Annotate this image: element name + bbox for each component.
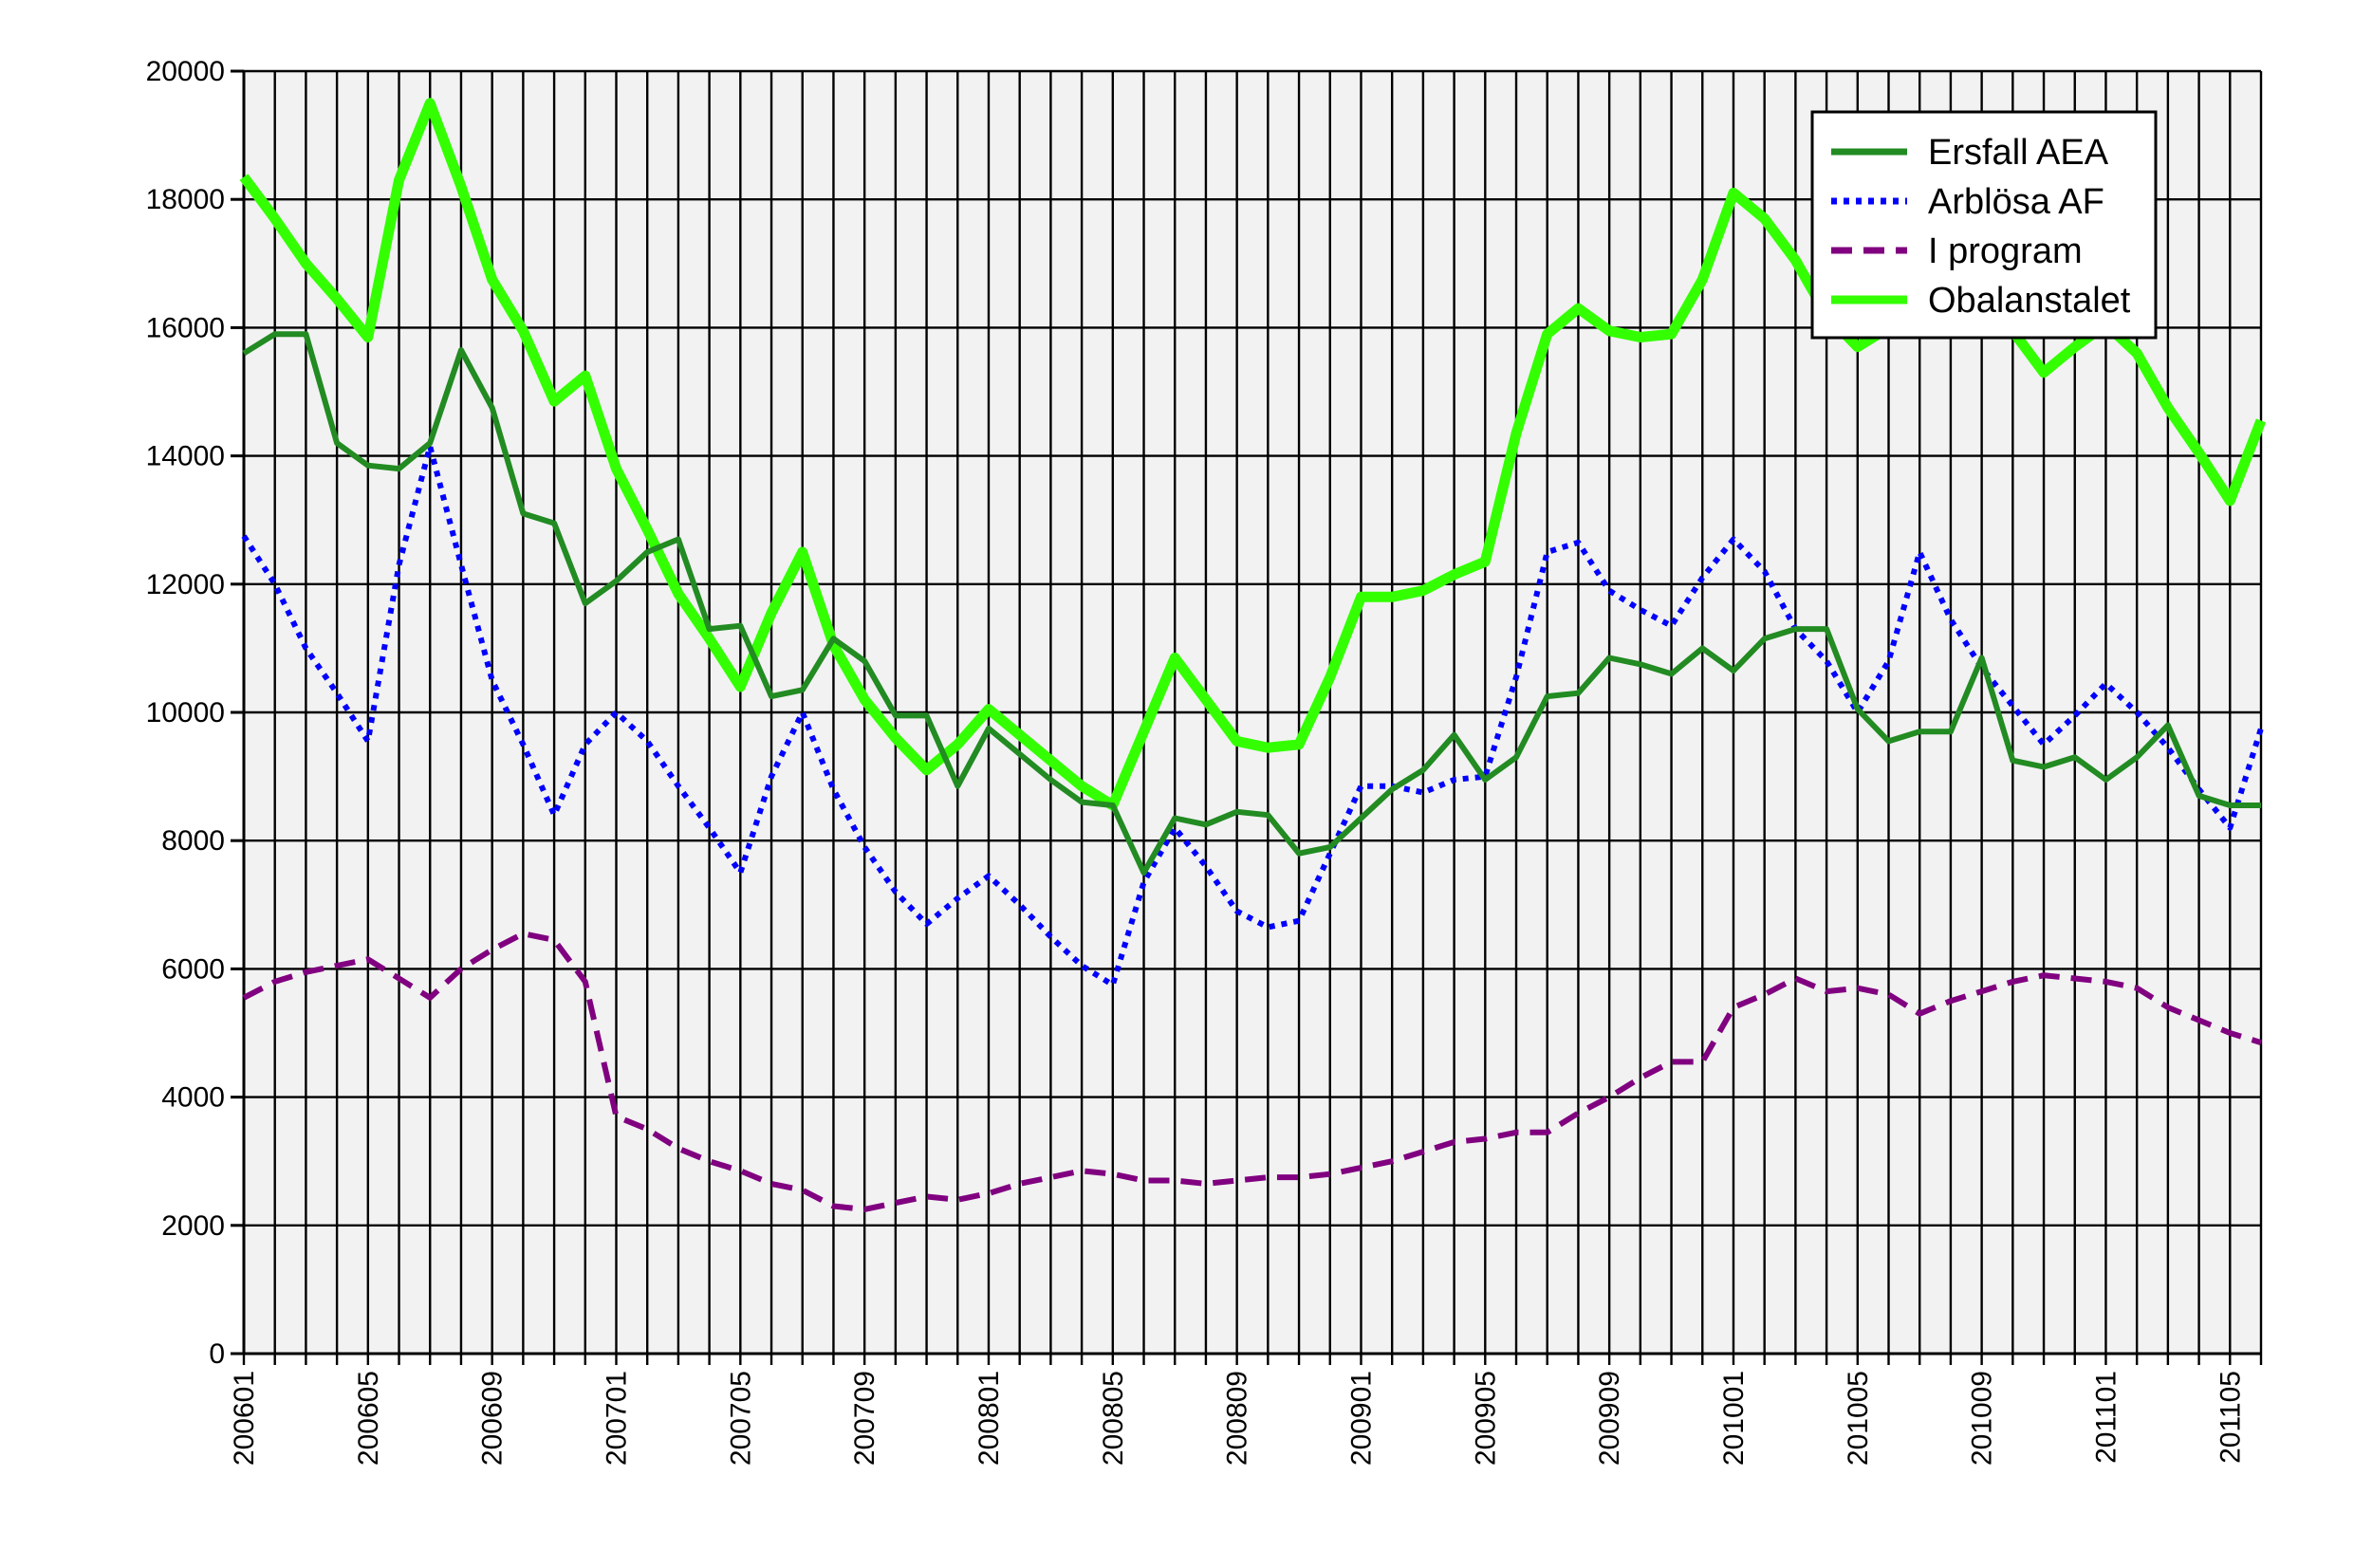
x-tick-label: 200909 <box>1594 1371 1625 1466</box>
legend-label: I program <box>1928 231 2083 271</box>
y-tick-label: 12000 <box>146 569 225 600</box>
x-tick-label: 200701 <box>601 1371 632 1466</box>
x-tick-label: 201101 <box>2090 1371 2122 1464</box>
legend: Ersfall AEA Arblösa AF I program Obalanstal… <box>1810 110 2158 340</box>
y-tick-label: 2000 <box>161 1210 225 1242</box>
y-tick-label: 10000 <box>146 697 225 729</box>
series-line-ersfall-aea <box>242 331 2261 876</box>
x-tick-label: 200905 <box>1470 1371 1501 1466</box>
y-tick-label: 20000 <box>146 56 225 87</box>
x-tick-label: 200705 <box>725 1371 756 1466</box>
x-tick-label: 201001 <box>1718 1371 1750 1466</box>
x-tick-label: 200605 <box>353 1371 384 1466</box>
legend-label: Obalanstalet <box>1928 281 2131 321</box>
x-tick-label: 200805 <box>1098 1371 1129 1466</box>
legend-label: Arblösa AF <box>1928 182 2104 222</box>
y-tick-label: 14000 <box>146 441 225 472</box>
y-tick-label: 4000 <box>161 1082 225 1114</box>
x-tick-label: 200801 <box>973 1371 1005 1466</box>
x-tick-label: 200601 <box>229 1371 260 1466</box>
axes: 0 2000 4000 6000 8000 10000 12000 14000 16000 180… <box>146 56 2263 1466</box>
x-tick-label: 201105 <box>2215 1371 2246 1464</box>
x-tick-label: 201005 <box>1843 1371 1874 1466</box>
series-line-i-program <box>242 931 2262 1212</box>
y-tick-label: 6000 <box>161 953 225 985</box>
x-tick-label: 200901 <box>1345 1371 1377 1466</box>
legend-label: Ersfall AEA <box>1928 133 2109 173</box>
y-tick-label: 8000 <box>161 825 225 857</box>
x-tick-label: 201009 <box>1967 1371 1998 1466</box>
y-tick-label: 0 <box>209 1338 225 1370</box>
x-tick-label: 200809 <box>1222 1371 1253 1466</box>
x-tick-label: 200609 <box>477 1371 509 1466</box>
y-tick-label: 18000 <box>146 184 225 215</box>
x-tick-label: 200709 <box>849 1371 880 1466</box>
y-tick-label: 16000 <box>146 312 225 343</box>
